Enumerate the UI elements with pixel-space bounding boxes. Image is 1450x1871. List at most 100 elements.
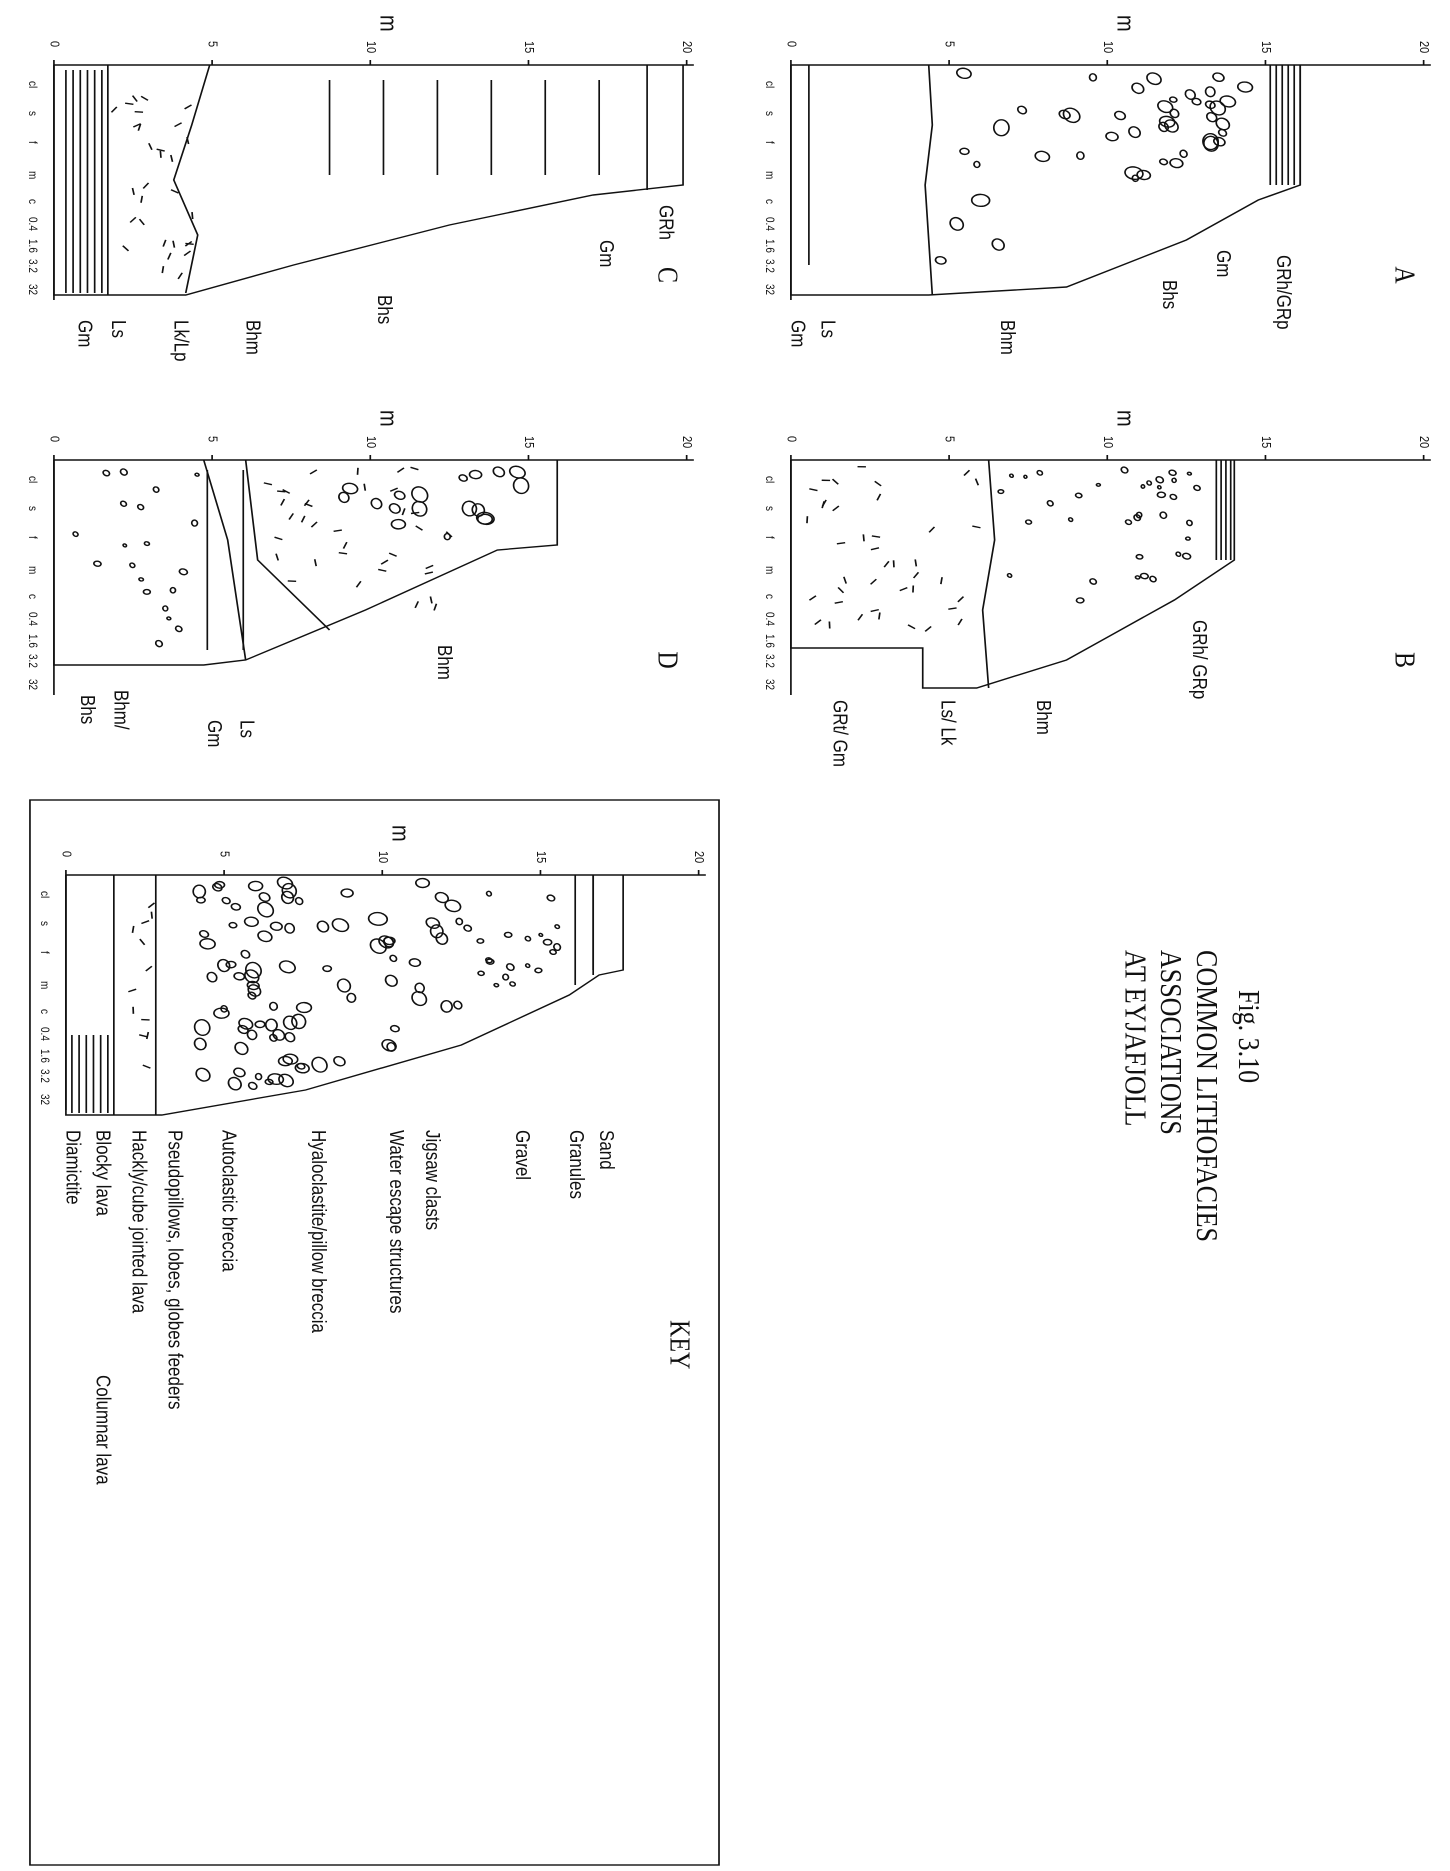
clast: [236, 1016, 255, 1031]
height-tick-label: 0: [784, 436, 799, 442]
grain-size-label: cl: [763, 81, 776, 88]
shard: [972, 526, 980, 528]
profile-outline: [54, 65, 683, 295]
grain-size-label: 1.6: [763, 634, 776, 648]
shard: [192, 212, 193, 219]
shard: [976, 479, 979, 486]
figure-title: Fig. 3.10: [1232, 990, 1267, 1083]
clast: [193, 1019, 211, 1037]
clast: [1159, 158, 1169, 166]
height-unit: m: [1112, 410, 1139, 427]
shard: [900, 588, 908, 591]
clast: [525, 963, 531, 968]
shard: [147, 1032, 149, 1039]
clast: [119, 468, 128, 476]
clast: [233, 1041, 251, 1057]
clast: [323, 966, 332, 972]
panel-label: D: [652, 651, 685, 668]
key-item: Blocky lava: [92, 1130, 115, 1216]
facies-label: GRh/GRp: [1273, 255, 1296, 330]
grain-size-label: s: [763, 506, 776, 511]
clast: [1089, 578, 1098, 586]
clast: [1159, 511, 1167, 519]
grain-size-label: f: [763, 536, 776, 540]
grain-size-label: c: [38, 1009, 51, 1014]
shard: [289, 513, 293, 519]
clast: [144, 541, 150, 546]
clast: [543, 939, 552, 945]
clast: [368, 912, 389, 927]
shard: [844, 577, 846, 584]
facies-label: Gm: [787, 320, 810, 347]
clast: [554, 924, 560, 929]
height-tick-label: 20: [1417, 41, 1432, 53]
facies-label: Bhm: [1033, 700, 1056, 735]
clast: [233, 972, 245, 981]
shard: [964, 470, 970, 475]
clast: [122, 543, 127, 547]
clast: [1179, 150, 1188, 158]
clast: [477, 971, 484, 976]
clast: [137, 504, 145, 511]
facies-label: Bhm: [997, 320, 1020, 355]
grain-size-label: m: [38, 981, 51, 989]
clast: [256, 929, 274, 944]
clast: [242, 968, 261, 985]
clast: [152, 486, 159, 493]
shard: [941, 577, 942, 584]
shard: [858, 614, 862, 620]
clast: [166, 616, 171, 620]
clast: [244, 916, 259, 927]
shard: [168, 253, 171, 260]
facies-label: Bhm: [242, 320, 265, 355]
height-unit: m: [375, 15, 402, 32]
grain-size-label: m: [763, 566, 776, 574]
facies-label: GRt/ Gm: [829, 700, 852, 767]
clast: [1096, 483, 1100, 486]
clast: [269, 1002, 278, 1011]
grain-size-label: 3.2: [26, 259, 39, 273]
shard: [378, 569, 386, 571]
key-item: Water escape structures: [386, 1130, 409, 1313]
facies-label: GRh/ GRp: [1189, 620, 1212, 699]
grain-size-label: 0.4: [763, 612, 776, 626]
key-item: Diamictite: [62, 1130, 85, 1205]
clast: [538, 933, 543, 937]
figure-title: AT EYJAFJOLL: [1118, 950, 1153, 1126]
shard: [822, 501, 824, 508]
clast: [469, 470, 482, 479]
clast: [960, 148, 970, 155]
figure: 05101520mclsfmc0.41.63.232AGRh/GRpGmBhsB…: [0, 0, 1450, 1871]
clast: [393, 490, 407, 501]
grain-size-label: m: [763, 171, 776, 179]
shard: [151, 912, 152, 919]
clast: [1046, 500, 1054, 507]
clast: [1146, 480, 1152, 485]
clast: [994, 120, 1009, 136]
height-tick-label: 0: [59, 851, 74, 857]
clast: [1169, 96, 1178, 103]
facies-label: Bhm/: [110, 690, 133, 730]
shard: [381, 560, 388, 564]
clast: [974, 161, 981, 168]
clast: [257, 891, 272, 903]
height-unit: m: [1112, 15, 1139, 32]
clast: [491, 465, 507, 478]
key-item: Granules: [565, 1130, 588, 1199]
clast: [1182, 552, 1192, 560]
shard: [149, 143, 152, 150]
clast: [1024, 475, 1028, 479]
grain-size-label: 32: [38, 1094, 51, 1105]
height-tick-label: 15: [522, 436, 537, 448]
clast: [247, 1081, 258, 1091]
clast: [199, 938, 216, 950]
shard: [430, 596, 432, 603]
clast: [1157, 485, 1161, 489]
shard: [171, 155, 173, 162]
shard: [397, 468, 404, 472]
grain-size-label: 3.2: [763, 259, 776, 273]
clast: [1007, 573, 1013, 578]
shard: [160, 151, 161, 158]
clast: [332, 1055, 347, 1068]
grain-size-label: f: [38, 951, 51, 955]
